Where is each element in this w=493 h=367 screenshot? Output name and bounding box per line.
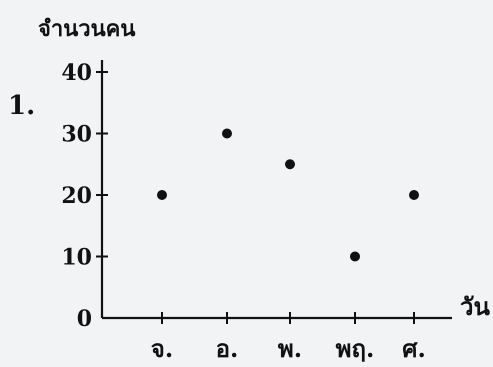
data-point bbox=[222, 128, 232, 139]
data-point bbox=[350, 251, 360, 262]
x-tick-label: พฤ. bbox=[336, 334, 375, 363]
data-points bbox=[157, 128, 419, 262]
y-axis-label: จำนวนคน bbox=[38, 16, 135, 42]
data-point bbox=[157, 190, 167, 200]
y-tick-label: 40 bbox=[61, 60, 92, 86]
x-axis-label: วัน bbox=[460, 292, 490, 321]
x-tick-label: พ. bbox=[278, 334, 302, 363]
data-point bbox=[409, 190, 419, 200]
x-ticks: จ. อ. พ. พฤ. ศ. bbox=[151, 312, 426, 363]
y-tick-label: 30 bbox=[61, 122, 92, 148]
problem-number: 1. bbox=[8, 91, 35, 121]
x-tick-label: จ. bbox=[151, 334, 173, 363]
y-tick-label: 10 bbox=[61, 245, 92, 271]
y-tick-label: 0 bbox=[77, 306, 92, 332]
x-tick-label: อ. bbox=[216, 334, 239, 363]
y-ticks: 0 10 20 30 40 bbox=[61, 60, 108, 332]
x-tick-label: ศ. bbox=[402, 334, 426, 363]
data-point bbox=[285, 159, 295, 170]
y-tick-label: 20 bbox=[61, 183, 92, 209]
axes bbox=[100, 60, 452, 320]
